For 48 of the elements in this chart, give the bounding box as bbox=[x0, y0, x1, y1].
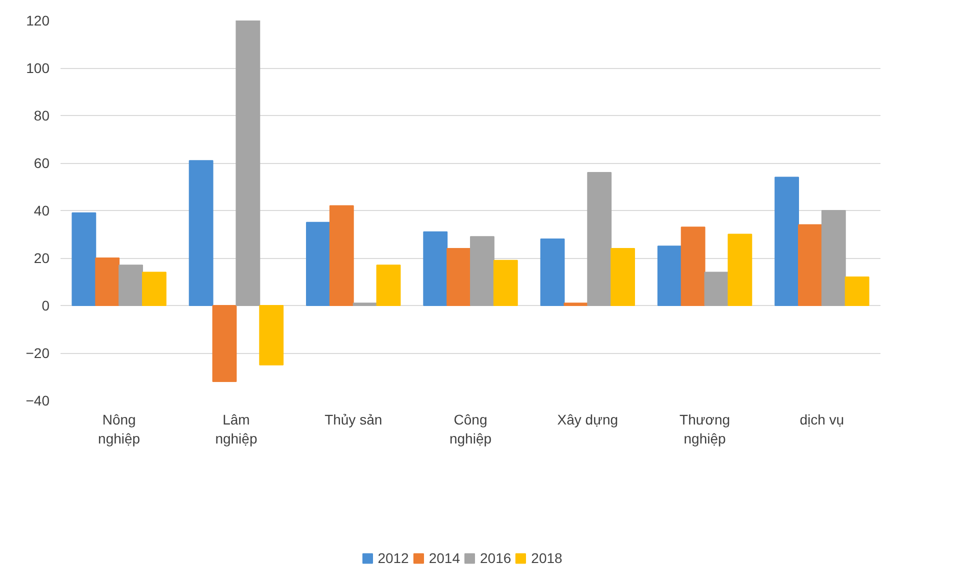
bar bbox=[446, 248, 471, 306]
bar bbox=[728, 234, 752, 306]
y-tick-label: −20 bbox=[26, 345, 50, 361]
bar bbox=[423, 231, 448, 306]
legend-label: 2012 bbox=[378, 550, 409, 566]
y-tick-label: 20 bbox=[34, 250, 50, 266]
bar bbox=[118, 264, 143, 306]
legend-label: 2016 bbox=[480, 550, 512, 566]
bar bbox=[95, 258, 120, 306]
x-tick-label: Nông nghiệp bbox=[98, 412, 140, 447]
bar bbox=[774, 176, 799, 306]
bar bbox=[212, 305, 237, 382]
bar bbox=[610, 248, 635, 306]
bar bbox=[236, 20, 260, 306]
bar bbox=[704, 272, 729, 306]
y-tick-label: 0 bbox=[42, 298, 50, 314]
bar bbox=[352, 302, 378, 306]
x-tick-label: dịch vụ bbox=[800, 412, 844, 428]
bar bbox=[657, 246, 682, 306]
y-tick-label: 120 bbox=[26, 12, 50, 28]
y-tick-label: 100 bbox=[26, 60, 50, 76]
x-tick-label: Lâm nghiệp bbox=[215, 412, 258, 447]
bar bbox=[329, 205, 354, 306]
bar bbox=[470, 236, 494, 306]
bar bbox=[564, 302, 588, 306]
legend-label: 2018 bbox=[531, 550, 562, 566]
x-tick-label: Thương nghiệp bbox=[680, 412, 730, 447]
y-tick-label: 40 bbox=[34, 202, 50, 218]
bar bbox=[188, 160, 214, 306]
y-tick-label: 80 bbox=[34, 108, 50, 124]
bar bbox=[680, 226, 706, 306]
bar bbox=[798, 224, 822, 306]
x-tick-label: Xây dựng bbox=[557, 412, 618, 428]
y-tick-label: −40 bbox=[26, 392, 50, 408]
bar bbox=[259, 305, 284, 366]
bar bbox=[587, 172, 612, 306]
y-tick-label: 60 bbox=[34, 155, 50, 171]
bar bbox=[72, 212, 96, 306]
x-tick-label: Thủy sản bbox=[324, 412, 382, 428]
bar bbox=[376, 264, 401, 306]
legend-label: 2014 bbox=[428, 550, 460, 566]
bar bbox=[142, 272, 166, 306]
bar bbox=[493, 260, 518, 306]
bar bbox=[821, 210, 846, 306]
x-tick-label: Công nghiệp bbox=[449, 412, 492, 447]
bar bbox=[306, 222, 330, 306]
bar bbox=[540, 238, 565, 306]
bar bbox=[844, 276, 870, 306]
